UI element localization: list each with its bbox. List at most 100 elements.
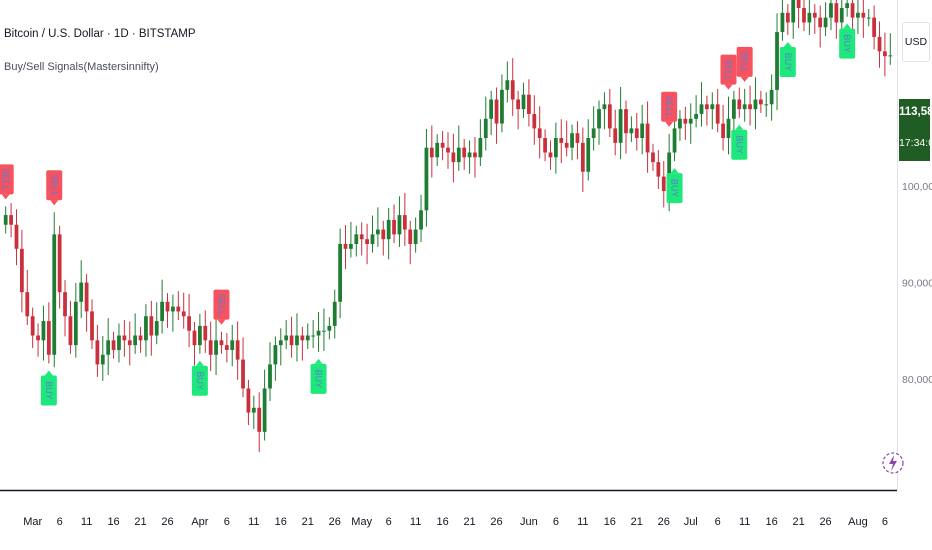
last-price-badge: 113,582 [899, 99, 932, 125]
candle-body [219, 340, 224, 346]
candle-body [68, 316, 73, 346]
candle [494, 87, 499, 144]
candle-body [845, 3, 850, 8]
candle [505, 61, 510, 103]
candle-body [462, 147, 467, 158]
candle-body [224, 345, 229, 350]
candle-body [640, 123, 645, 139]
candle-body [742, 104, 747, 110]
candle-body [775, 32, 779, 90]
candle-body [575, 133, 580, 143]
candle-body [305, 335, 310, 341]
candle-body [661, 176, 666, 192]
x-tick-label: 21 [792, 516, 804, 528]
candle-body [181, 311, 186, 317]
candle [575, 121, 580, 160]
candle [645, 101, 650, 173]
candle [127, 321, 132, 366]
candle [462, 139, 467, 170]
candle-body [332, 301, 337, 326]
candle-body [354, 234, 359, 244]
candle-body [564, 142, 569, 148]
candle-body [381, 229, 386, 240]
candle [451, 133, 456, 183]
candle-body [133, 335, 138, 346]
candle [144, 304, 148, 357]
currency-button[interactable]: USD [902, 22, 930, 62]
candle-body [656, 162, 661, 177]
candle-body [607, 104, 612, 129]
candle-body [36, 335, 40, 341]
x-tick-label: Jun [520, 516, 538, 528]
candle [424, 128, 429, 227]
candle [737, 87, 742, 118]
candle-body [510, 80, 515, 100]
candle-body [494, 99, 499, 124]
candle [888, 33, 893, 65]
signal-label: SELL [740, 51, 750, 73]
signal-label: SELL [216, 294, 226, 316]
lightning-alert-icon[interactable] [882, 443, 908, 483]
candle [613, 109, 618, 156]
candle-body [235, 340, 240, 360]
candle [489, 90, 494, 136]
candle-body [553, 138, 558, 158]
candle [656, 150, 661, 190]
candle [532, 95, 537, 145]
candle [640, 104, 645, 155]
candle [456, 125, 461, 171]
buy-signal: BUY [779, 41, 796, 77]
candle-body [122, 335, 127, 341]
candle [332, 289, 337, 339]
candle [106, 318, 111, 376]
candle-body [580, 142, 585, 172]
candle-body [90, 311, 94, 341]
candle [629, 116, 634, 142]
candle-body [537, 128, 542, 139]
buy-signal: BUY [310, 358, 327, 394]
candle-body [591, 128, 596, 139]
candle-body [349, 244, 353, 249]
signal-label: BUY [195, 372, 205, 391]
candle-body [645, 123, 650, 153]
candle-body [678, 118, 682, 129]
candle-body [769, 89, 774, 105]
signal-label: BUY [44, 381, 54, 400]
x-tick-label: 21 [134, 516, 146, 528]
candle [322, 308, 326, 351]
candle-body [888, 55, 893, 57]
x-tick-label: 26 [819, 516, 831, 528]
indicator-label[interactable]: Buy/Sell Signals(Mastersinnifty) [4, 61, 159, 73]
candle [694, 95, 699, 128]
candle [796, 0, 801, 29]
candle [224, 333, 229, 363]
candle [823, 2, 828, 36]
candle-body [829, 3, 833, 18]
candle-body [634, 128, 639, 139]
signal-label: BUY [842, 34, 852, 53]
x-tick-label: Jul [684, 516, 698, 528]
candle-body [856, 12, 860, 18]
candle [9, 203, 13, 238]
candle [580, 127, 585, 192]
x-tick-label: 26 [329, 516, 341, 528]
candle-body [138, 335, 143, 341]
candle-body [316, 330, 321, 336]
candle [36, 323, 40, 357]
candle [111, 331, 116, 359]
candle-body [424, 147, 429, 211]
candle [289, 316, 294, 358]
candle-body [322, 330, 326, 332]
candle [381, 220, 386, 256]
candle-body [192, 330, 197, 346]
candle [349, 221, 353, 258]
candle [543, 129, 547, 162]
candle [192, 322, 197, 366]
candle [883, 32, 887, 77]
y-axis-ticks: 100,000 90,000 80,000 [902, 181, 932, 386]
candle [510, 58, 515, 116]
x-tick-label: 16 [766, 516, 778, 528]
candle [818, 5, 823, 48]
candle [564, 120, 569, 157]
